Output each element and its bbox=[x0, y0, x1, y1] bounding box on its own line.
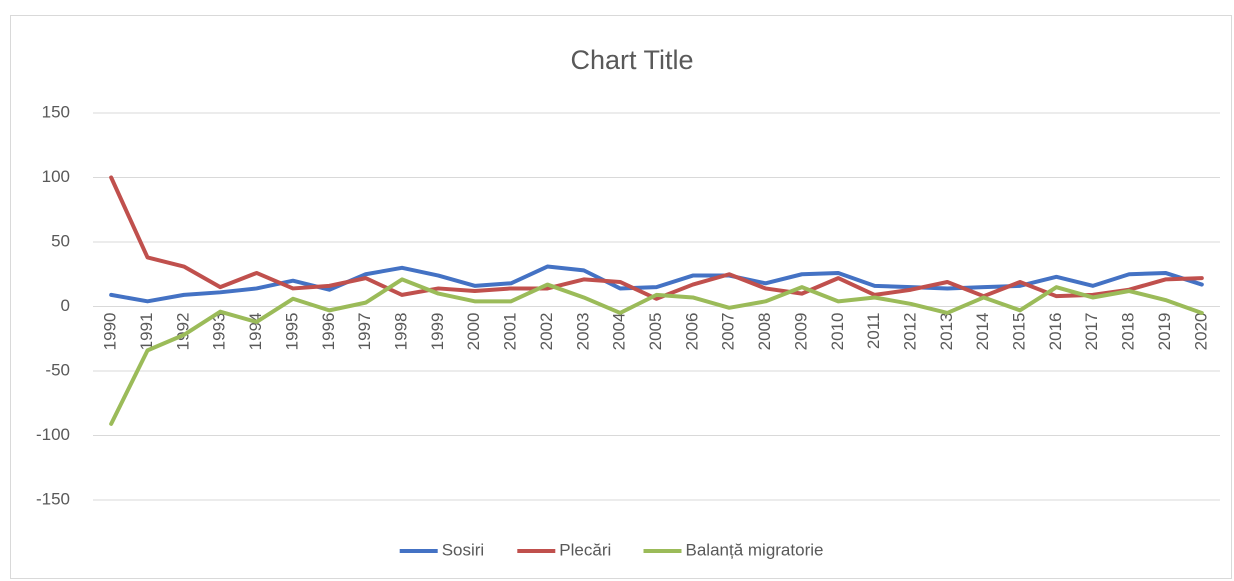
x-tick-label: 1992 bbox=[173, 313, 192, 351]
x-tick-label: 2015 bbox=[1010, 313, 1029, 351]
y-tick-label: 100 bbox=[42, 167, 70, 186]
y-tick-label: -150 bbox=[36, 489, 70, 508]
x-tick-label: 1998 bbox=[392, 313, 411, 351]
chart-title: Chart Title bbox=[570, 45, 693, 75]
x-tick-label: 2016 bbox=[1046, 313, 1065, 351]
x-tick-label: 2012 bbox=[900, 313, 919, 351]
y-tick-label: -100 bbox=[36, 425, 70, 444]
x-tick-label: 2010 bbox=[828, 313, 847, 351]
x-tick-label: 1991 bbox=[137, 313, 156, 351]
x-tick-label: 2009 bbox=[791, 313, 810, 351]
legend-label: Plecări bbox=[559, 540, 611, 559]
y-tick-label: -50 bbox=[45, 360, 70, 379]
x-tick-label: 1997 bbox=[355, 313, 374, 351]
x-tick-label: 2005 bbox=[646, 313, 665, 351]
y-tick-label: 0 bbox=[61, 296, 70, 315]
series-line bbox=[109, 264, 1204, 304]
x-tick-label: 1996 bbox=[319, 313, 338, 351]
x-tick-label: 2014 bbox=[973, 313, 992, 351]
x-tick-label: 2003 bbox=[573, 313, 592, 351]
x-tick-label: 2002 bbox=[537, 313, 556, 351]
legend-label: Balanță migratorie bbox=[686, 540, 824, 559]
x-tick-label: 2020 bbox=[1191, 313, 1210, 351]
x-tick-label: 1993 bbox=[210, 313, 229, 351]
series-line bbox=[109, 277, 1204, 426]
x-tick-label: 2011 bbox=[864, 313, 883, 350]
x-tick-label: 2007 bbox=[719, 313, 738, 351]
series-line bbox=[109, 175, 1204, 301]
y-tick-label: 150 bbox=[42, 102, 70, 121]
chart-border bbox=[10, 15, 1232, 579]
x-tick-label: 1995 bbox=[282, 313, 301, 351]
x-tick-label: 2018 bbox=[1119, 313, 1138, 351]
x-tick-label: 1990 bbox=[101, 313, 120, 351]
y-tick-label: 50 bbox=[51, 231, 70, 250]
x-tick-label: 2008 bbox=[755, 313, 774, 351]
x-tick-label: 2019 bbox=[1155, 313, 1174, 351]
x-tick-label: 2013 bbox=[937, 313, 956, 351]
x-tick-label: 2006 bbox=[682, 313, 701, 351]
x-tick-label: 2000 bbox=[464, 313, 483, 351]
x-tick-label: 1999 bbox=[428, 313, 447, 351]
x-tick-label: 2004 bbox=[610, 313, 629, 351]
legend-label: Sosiri bbox=[442, 540, 485, 559]
x-tick-label: 2001 bbox=[501, 313, 520, 351]
x-tick-label: 2017 bbox=[1082, 313, 1101, 351]
